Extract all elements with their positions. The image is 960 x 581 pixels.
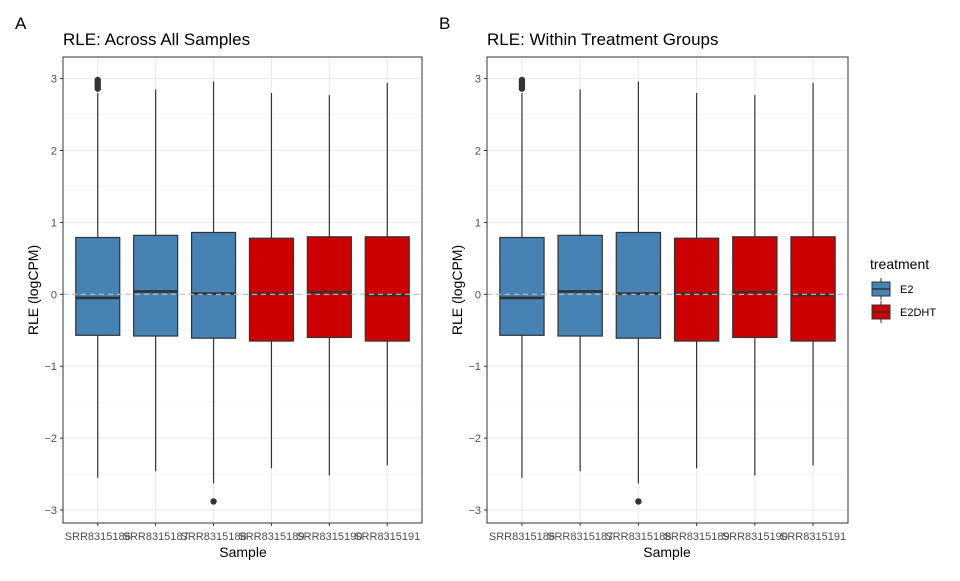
box-iqr (133, 234, 179, 337)
outlier-point (518, 76, 526, 84)
y-tick-label: 2 (475, 145, 481, 157)
x-axis-label: Sample (643, 544, 691, 560)
box-SRR8315189 (248, 92, 295, 469)
y-tick-label: 0 (475, 289, 481, 301)
box-iqr (364, 236, 410, 342)
legend-item-e2: E2 (871, 278, 913, 300)
y-tick-label: −1 (44, 361, 57, 373)
box-iqr (499, 236, 545, 336)
x-tick-label: SRR8315189 (664, 531, 730, 543)
x-tick-label: SRR8315191 (780, 531, 846, 543)
legend-label: E2DHT (900, 307, 936, 319)
outlier-point (635, 498, 642, 505)
box-SRR8315186 (75, 76, 121, 478)
x-tick-label: SRR8315186 (65, 531, 131, 543)
box-iqr (75, 236, 121, 336)
legend-title: treatment (870, 256, 929, 272)
y-axis-label: RLE (logCPM) (449, 245, 465, 335)
legend-item-e2dht: E2DHT (871, 301, 936, 323)
outlier-point (210, 498, 217, 505)
y-tick-label: 1 (51, 217, 57, 229)
y-tick-label: 3 (51, 74, 57, 86)
legend-label: E2 (900, 284, 913, 296)
y-tick-label: 0 (51, 289, 57, 301)
x-tick-label: SRR8315190 (722, 531, 788, 543)
x-tick-label: SRR8315191 (354, 531, 420, 543)
y-axis-label: RLE (logCPM) (25, 245, 41, 335)
x-tick-label: SRR8315187 (547, 531, 613, 543)
box-SRR8315190 (732, 95, 778, 476)
y-tick-label: 2 (51, 145, 57, 157)
box-iqr (615, 231, 662, 339)
y-tick-label: −3 (44, 505, 57, 517)
y-tick-label: 1 (475, 217, 481, 229)
y-tick-label: −2 (468, 433, 481, 445)
panel-border (486, 56, 849, 524)
box-SRR8315191 (790, 82, 836, 466)
box-SRR8315187 (133, 89, 179, 472)
box-SRR8315186 (499, 76, 545, 478)
x-tick-label: SRR8315189 (238, 531, 304, 543)
box-iqr (732, 236, 778, 339)
legend: treatment E2 E2DHT (870, 256, 936, 323)
panel-a: A RLE: Across All Samples −3 −2 −1 0 1 2 3 SRR831… (15, 14, 423, 560)
box-SRR8315187 (557, 89, 603, 472)
plot-background (487, 57, 848, 523)
box-SRR8315188 (190, 81, 237, 505)
box-SRR8315190 (306, 95, 352, 476)
box-iqr (673, 237, 720, 342)
box-iqr (306, 236, 352, 339)
x-axis-label: Sample (219, 544, 267, 560)
x-tick-label: SRR8315188 (181, 531, 247, 543)
y-tick-label: −3 (468, 505, 481, 517)
y-tick-label: −2 (44, 433, 57, 445)
panel-b: B RLE: Within Treatment Groups −3 −2 −1 0 1 2 3 S… (439, 14, 849, 560)
x-tick-label: SRR8315186 (489, 531, 555, 543)
outlier-point (94, 76, 101, 84)
x-tick-label: SRR8315187 (123, 531, 189, 543)
panel-border (62, 56, 423, 524)
x-tick-label: SRR8315190 (296, 531, 362, 543)
box-SRR8315191 (364, 82, 410, 466)
y-tick-label: 3 (475, 74, 481, 86)
panel-tag: A (15, 14, 27, 33)
box-iqr (790, 236, 836, 342)
box-iqr (190, 231, 237, 339)
x-tick-label: SRR8315188 (605, 531, 671, 543)
plot-background (63, 57, 422, 523)
box-iqr (557, 234, 603, 337)
box-SRR8315189 (673, 92, 720, 469)
box-iqr (248, 237, 295, 342)
panel-tag: B (439, 14, 450, 33)
panel-title: RLE: Across All Samples (63, 30, 250, 49)
panel-title: RLE: Within Treatment Groups (487, 30, 718, 49)
y-tick-label: −1 (468, 361, 481, 373)
box-SRR8315188 (615, 81, 662, 505)
